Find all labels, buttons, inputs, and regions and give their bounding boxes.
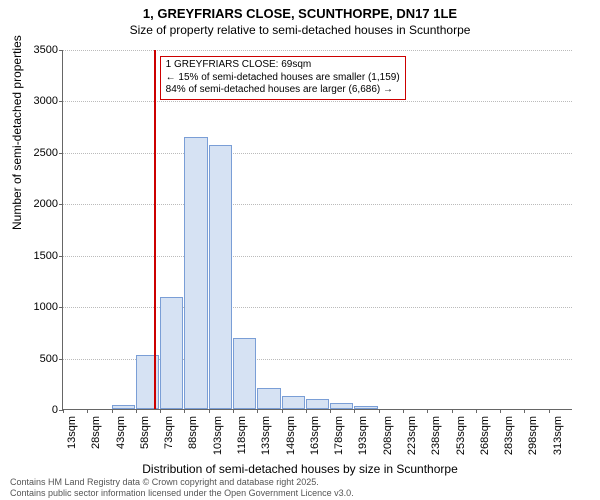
x-tick-label: 238sqm bbox=[430, 416, 442, 455]
x-tick-mark bbox=[500, 409, 501, 413]
x-tick-label: 283sqm bbox=[503, 416, 515, 455]
footer-line1: Contains HM Land Registry data © Crown c… bbox=[10, 477, 354, 487]
annotation-box: 1 GREYFRIARS CLOSE: 69sqm← 15% of semi-d… bbox=[160, 56, 406, 100]
x-tick-mark bbox=[524, 409, 525, 413]
y-tick-mark bbox=[59, 307, 63, 308]
y-tick-mark bbox=[59, 359, 63, 360]
attribution-footer: Contains HM Land Registry data © Crown c… bbox=[10, 477, 354, 498]
x-tick-mark bbox=[354, 409, 355, 413]
x-tick-label: 193sqm bbox=[357, 416, 369, 455]
x-tick-mark bbox=[403, 409, 404, 413]
gridline bbox=[63, 204, 572, 205]
x-tick-mark bbox=[136, 409, 137, 413]
x-tick-label: 133sqm bbox=[260, 416, 272, 455]
x-tick-label: 223sqm bbox=[406, 416, 418, 455]
x-tick-mark bbox=[209, 409, 210, 413]
histogram-bar bbox=[330, 403, 353, 409]
x-tick-label: 103sqm bbox=[212, 416, 224, 455]
x-tick-label: 28sqm bbox=[90, 416, 102, 449]
x-tick-mark bbox=[427, 409, 428, 413]
histogram-bar bbox=[257, 388, 280, 409]
x-tick-label: 178sqm bbox=[333, 416, 345, 455]
y-tick-mark bbox=[59, 101, 63, 102]
x-tick-mark bbox=[63, 409, 64, 413]
histogram-bar bbox=[282, 396, 305, 409]
x-tick-mark bbox=[233, 409, 234, 413]
x-tick-label: 118sqm bbox=[236, 416, 248, 454]
x-tick-label: 313sqm bbox=[552, 416, 564, 455]
y-tick-mark bbox=[59, 256, 63, 257]
chart-plot-area: 050010001500200025003000350013sqm28sqm43… bbox=[62, 50, 572, 410]
x-tick-mark bbox=[330, 409, 331, 413]
x-tick-mark bbox=[476, 409, 477, 413]
x-tick-label: 268sqm bbox=[479, 416, 491, 455]
x-tick-mark bbox=[306, 409, 307, 413]
x-tick-mark bbox=[160, 409, 161, 413]
x-axis-label: Distribution of semi-detached houses by … bbox=[0, 462, 600, 476]
anno-line2: ← 15% of semi-detached houses are smalle… bbox=[166, 72, 400, 85]
x-tick-label: 253sqm bbox=[455, 416, 467, 455]
x-tick-mark bbox=[112, 409, 113, 413]
x-tick-label: 163sqm bbox=[309, 416, 321, 455]
histogram-bar bbox=[209, 145, 232, 409]
y-tick-mark bbox=[59, 153, 63, 154]
gridline bbox=[63, 307, 572, 308]
gridline bbox=[63, 50, 572, 51]
reference-line bbox=[154, 50, 156, 409]
x-tick-label: 148sqm bbox=[285, 416, 297, 455]
y-tick-label: 2500 bbox=[18, 147, 58, 159]
anno-line3: 84% of semi-detached houses are larger (… bbox=[166, 84, 400, 97]
y-tick-label: 500 bbox=[18, 353, 58, 365]
x-tick-label: 13sqm bbox=[66, 416, 78, 449]
histogram-bar bbox=[184, 137, 207, 409]
x-tick-mark bbox=[379, 409, 380, 413]
y-tick-label: 3000 bbox=[18, 95, 58, 107]
title-line2: Size of property relative to semi-detach… bbox=[0, 23, 600, 37]
x-tick-label: 208sqm bbox=[382, 416, 394, 455]
x-tick-mark bbox=[452, 409, 453, 413]
x-tick-label: 43sqm bbox=[115, 416, 127, 449]
x-tick-mark bbox=[87, 409, 88, 413]
histogram-bar bbox=[160, 297, 183, 409]
gridline bbox=[63, 153, 572, 154]
y-tick-label: 0 bbox=[18, 404, 58, 416]
chart-title-block: 1, GREYFRIARS CLOSE, SCUNTHORPE, DN17 1L… bbox=[0, 0, 600, 37]
y-tick-label: 2000 bbox=[18, 198, 58, 210]
y-tick-label: 1500 bbox=[18, 250, 58, 262]
x-tick-mark bbox=[257, 409, 258, 413]
histogram-bar bbox=[233, 338, 256, 409]
gridline bbox=[63, 101, 572, 102]
x-tick-label: 298sqm bbox=[527, 416, 539, 455]
x-tick-label: 88sqm bbox=[187, 416, 199, 449]
x-tick-mark bbox=[184, 409, 185, 413]
y-tick-label: 3500 bbox=[18, 44, 58, 56]
histogram-bar bbox=[112, 405, 135, 409]
y-tick-mark bbox=[59, 204, 63, 205]
title-line1: 1, GREYFRIARS CLOSE, SCUNTHORPE, DN17 1L… bbox=[0, 6, 600, 21]
x-tick-label: 73sqm bbox=[163, 416, 175, 449]
y-tick-label: 1000 bbox=[18, 301, 58, 313]
anno-line1: 1 GREYFRIARS CLOSE: 69sqm bbox=[166, 59, 400, 72]
gridline bbox=[63, 256, 572, 257]
x-tick-label: 58sqm bbox=[139, 416, 151, 449]
footer-line2: Contains public sector information licen… bbox=[10, 488, 354, 498]
histogram-bar bbox=[306, 399, 329, 409]
y-tick-mark bbox=[59, 50, 63, 51]
x-tick-mark bbox=[282, 409, 283, 413]
x-tick-mark bbox=[549, 409, 550, 413]
histogram-bar bbox=[354, 406, 377, 409]
